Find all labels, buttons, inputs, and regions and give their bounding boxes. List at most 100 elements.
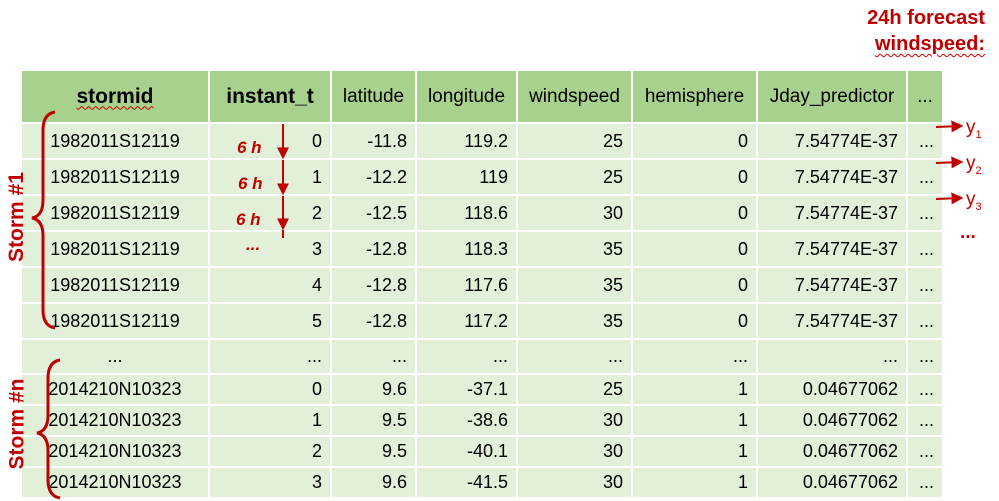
cell-windspeed: 30 bbox=[516, 194, 633, 232]
cell-hemisphere: 0 bbox=[631, 122, 758, 160]
cell-latitude: -12.8 bbox=[330, 302, 417, 340]
cell-instant-t: 5 bbox=[208, 302, 332, 340]
cell-instant-t: ... bbox=[208, 338, 332, 375]
lag-label: 6 h bbox=[237, 138, 262, 157]
table-row: 1982011S12119 1 -12.2 119 25 0 7.54774E-37... bbox=[20, 158, 944, 196]
cell-instant-t: 4 bbox=[208, 266, 332, 304]
table-row: 2014210N10323 3 9.6 -41.5 30 1 0.04677062... bbox=[20, 466, 944, 499]
cell-more: ... bbox=[906, 158, 944, 196]
cell-windspeed: 30 bbox=[516, 404, 633, 437]
cell-more: ... bbox=[906, 122, 944, 160]
cell-jday-predictor: 7.54774E-37 bbox=[756, 266, 908, 304]
cell-instant-t: 2 bbox=[208, 194, 332, 232]
cell-jday-predictor: 0.04677062 bbox=[756, 435, 908, 468]
header-latitude: latitude bbox=[330, 69, 417, 124]
cell-more: ... bbox=[906, 194, 944, 232]
cell-longitude: 119 bbox=[415, 158, 518, 196]
cell-latitude: -12.8 bbox=[330, 230, 417, 268]
table-row: 1982011S12119 4 -12.8 117.6 35 0 7.54774E-37..… bbox=[20, 266, 944, 304]
cell-windspeed: 35 bbox=[516, 230, 633, 268]
target-y1: y1 bbox=[966, 117, 982, 141]
cell-hemisphere: 1 bbox=[631, 466, 758, 499]
cell-hemisphere: 0 bbox=[631, 158, 758, 196]
cell-hemisphere: 1 bbox=[631, 373, 758, 406]
cell-latitude: -11.8 bbox=[330, 122, 417, 160]
cell-longitude: 117.6 bbox=[415, 266, 518, 304]
cell-latitude: -12.8 bbox=[330, 266, 417, 304]
cell-jday-predictor: 7.54774E-37 bbox=[756, 230, 908, 268]
cell-windspeed: 35 bbox=[516, 302, 633, 340]
cell-latitude: -12.2 bbox=[330, 158, 417, 196]
cell-longitude: 117.2 bbox=[415, 302, 518, 340]
header-jday-predictor: Jday_predictor bbox=[756, 69, 908, 124]
cell-windspeed: 35 bbox=[516, 266, 633, 304]
table-body: 1982011S12119 0 -11.8 119.2 25 0 7.54774E-37..… bbox=[20, 122, 944, 499]
table-row: 1982011S12119 0 -11.8 119.2 25 0 7.54774E-37..… bbox=[20, 122, 944, 160]
cell-windspeed: 30 bbox=[516, 435, 633, 468]
cell-more: ... bbox=[906, 435, 944, 468]
cell-hemisphere: 0 bbox=[631, 266, 758, 304]
header-instant-t: instant_t bbox=[208, 69, 332, 124]
forecast-label-line1: 24h forecast bbox=[867, 7, 985, 29]
target-arrow bbox=[935, 192, 964, 205]
cell-stormid: 1982011S12119 bbox=[20, 122, 210, 160]
cell-latitude: -12.5 bbox=[330, 194, 417, 232]
header-more: ... bbox=[906, 69, 944, 124]
cell-windspeed: 30 bbox=[516, 466, 633, 499]
cell-jday-predictor: 7.54774E-37 bbox=[756, 302, 908, 340]
cell-instant-t: 0 bbox=[208, 122, 332, 160]
cell-stormid: 1982011S12119 bbox=[20, 302, 210, 340]
cell-jday-predictor: 7.54774E-37 bbox=[756, 122, 908, 160]
table-row: 1982011S12119 3 -12.8 118.3 35 0 7.54774E-37..… bbox=[20, 230, 944, 268]
lag-label: 6 h bbox=[238, 174, 263, 193]
cell-jday-predictor: 0.04677062 bbox=[756, 404, 908, 437]
cell-latitude: 9.6 bbox=[330, 466, 417, 499]
forecast-label: 24h forecast windspeed: bbox=[867, 5, 985, 57]
cell-jday-predictor: 7.54774E-37 bbox=[756, 194, 908, 232]
cell-longitude: -38.6 bbox=[415, 404, 518, 437]
target-more: ... bbox=[960, 222, 976, 243]
cell-stormid: 2014210N10323 bbox=[20, 435, 210, 468]
cell-instant-t: 3 bbox=[208, 230, 332, 268]
cell-latitude: 9.6 bbox=[330, 373, 417, 406]
cell-more: ... bbox=[906, 466, 944, 499]
cell-jday-predictor: 0.04677062 bbox=[756, 466, 908, 499]
cell-windspeed: 25 bbox=[516, 158, 633, 196]
cell-hemisphere: 0 bbox=[631, 194, 758, 232]
storm-1-brace bbox=[31, 110, 56, 330]
cell-more: ... bbox=[906, 404, 944, 437]
cell-longitude: 118.3 bbox=[415, 230, 518, 268]
cell-latitude: ... bbox=[330, 338, 417, 375]
cell-longitude: ... bbox=[415, 338, 518, 375]
cell-instant-t: 3 bbox=[208, 466, 332, 499]
cell-windspeed: ... bbox=[516, 338, 633, 375]
table-row: 2014210N10323 0 9.6 -37.1 25 1 0.04677062... bbox=[20, 373, 944, 406]
cell-stormid: 1982011S12119 bbox=[20, 266, 210, 304]
cell-more: ... bbox=[906, 338, 944, 375]
target-arrow bbox=[935, 120, 964, 133]
cell-longitude: 119.2 bbox=[415, 122, 518, 160]
header-windspeed: windspeed bbox=[516, 69, 633, 124]
cell-instant-t: 2 bbox=[208, 435, 332, 468]
lag-label: ... bbox=[246, 235, 261, 254]
cell-jday-predictor: 0.04677062 bbox=[756, 373, 908, 406]
target-y2: y2 bbox=[966, 153, 982, 177]
cell-more: ... bbox=[906, 373, 944, 406]
cell-latitude: 9.5 bbox=[330, 435, 417, 468]
cell-instant-t: 1 bbox=[208, 404, 332, 437]
cell-instant-t: 1 bbox=[208, 158, 332, 196]
forecast-label-line2: windspeed: bbox=[874, 33, 985, 55]
storm-n-brace bbox=[36, 358, 61, 500]
cell-jday-predictor: ... bbox=[756, 338, 908, 375]
table-row: 2014210N10323 2 9.5 -40.1 30 1 0.04677062... bbox=[20, 435, 944, 468]
cell-hemisphere: 0 bbox=[631, 302, 758, 340]
cell-stormid: 1982011S12119 bbox=[20, 194, 210, 232]
cell-stormid: ... bbox=[20, 338, 210, 375]
cell-longitude: -40.1 bbox=[415, 435, 518, 468]
target-y3: y3 bbox=[966, 189, 982, 213]
cell-hemisphere: 1 bbox=[631, 435, 758, 468]
table-row: 2014210N10323 1 9.5 -38.6 30 1 0.04677062... bbox=[20, 404, 944, 437]
cell-more: ... bbox=[906, 302, 944, 340]
cell-longitude: -41.5 bbox=[415, 466, 518, 499]
